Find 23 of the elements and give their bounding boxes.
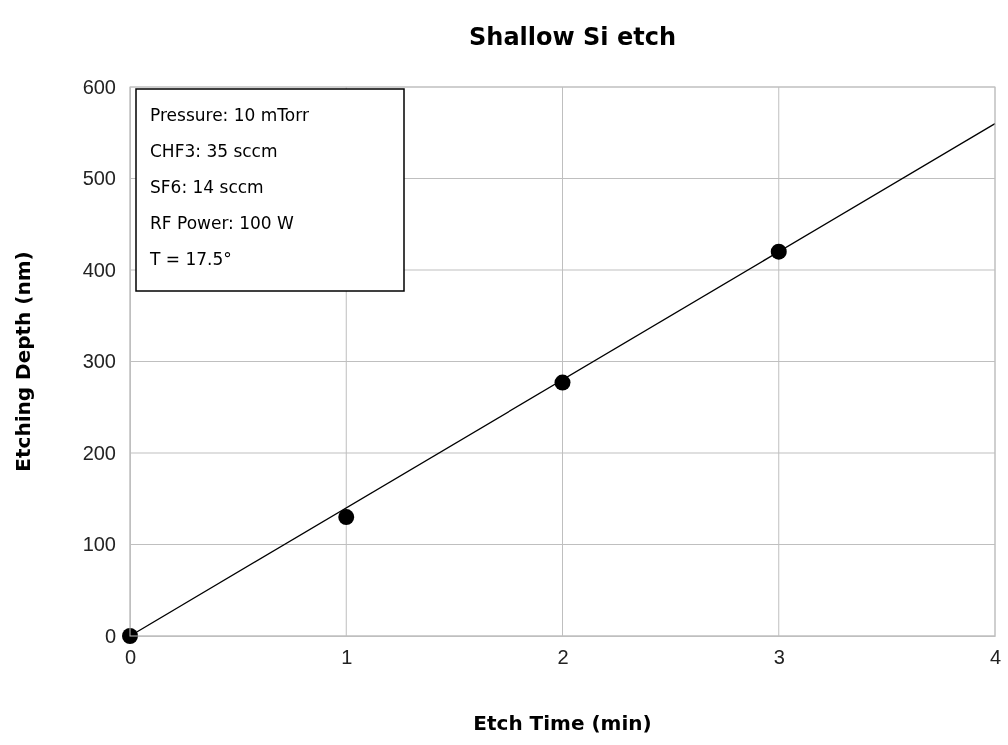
point [338,509,355,526]
annotation: CHF3: 35 sccm [150,141,278,161]
y-tick-label: 600 [82,75,116,98]
annotation: Pressure: 10 mTorr [150,105,309,125]
point [770,243,787,260]
y-tick-label: 100 [82,533,116,556]
x-axis-title: Etch Time (min) [473,711,652,735]
x-tick-label: 2 [557,646,569,669]
y-tick-label: 200 [82,441,116,464]
x-tick-label: 3 [773,646,785,669]
y-tick-label: 0 [104,624,116,647]
annotation: SF6: 14 sccm [150,177,264,197]
y-tick-label: 300 [82,350,116,373]
y-tick-label: 500 [82,167,116,190]
point [554,374,571,391]
y-tick-label: 400 [82,258,116,281]
x-tick-label: 0 [124,646,137,669]
annotation: T = 17.5° [149,249,232,269]
annotation: RF Power: 100 W [150,213,295,233]
x-tick-label: 4 [989,646,1002,669]
y-axis-title: Etching Depth (nm) [11,251,35,472]
chart-title: Shallow Si etch [469,23,676,51]
x-tick-label: 1 [341,646,353,669]
